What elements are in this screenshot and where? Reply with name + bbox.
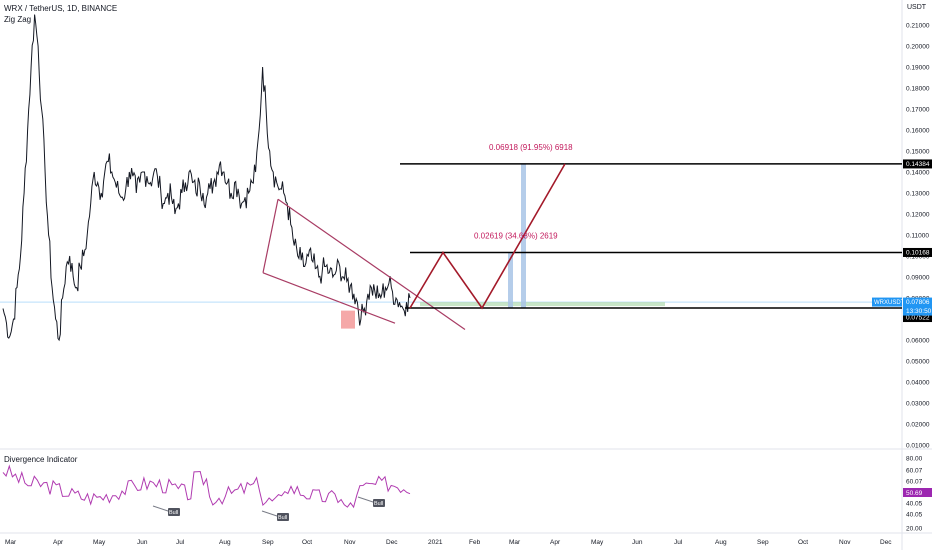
- indicator-value-tag: 50.69: [903, 488, 932, 497]
- svg-text:Bull: Bull: [374, 501, 383, 507]
- price-tick-label: 0.10000: [906, 254, 930, 261]
- price-axis[interactable]: 0.21000 0.20000 0.19000 0.18000 0.17000 0.160…: [906, 23, 930, 450]
- indicator-scale-label: 40.05: [906, 501, 923, 508]
- current-price-tag: WRXUSDT 0.07806 13:30:50: [872, 297, 932, 316]
- time-tick-label: Aug: [715, 539, 727, 546]
- time-tick-label: Jun: [137, 539, 148, 546]
- indicator-scale-label: 80.00: [906, 456, 923, 463]
- price-tick-label: 0.01000: [906, 443, 930, 450]
- bull-signal-marker[interactable]: Bull: [152, 505, 180, 516]
- zigzag-indicator-label: Zig Zag: [4, 15, 32, 24]
- wedge-lower-trendline[interactable]: [262, 272, 396, 324]
- time-tick-label: Oct: [302, 539, 312, 546]
- indicator-scale-label: 60.07: [906, 479, 923, 486]
- indicator-scale-label: 20.00: [906, 526, 923, 533]
- currency-label: USDT: [907, 4, 927, 11]
- price-series-line[interactable]: [2, 14, 411, 342]
- price-tick-label: 0.15000: [906, 149, 930, 156]
- bull-signal-marker[interactable]: Bull: [357, 496, 385, 507]
- time-tick-label: Jul: [674, 539, 683, 546]
- time-tick-label: Apr: [550, 539, 561, 546]
- breakdown-highlight: [341, 310, 355, 329]
- level-tag-2: 0.10168: [903, 247, 932, 257]
- price-tick-label: 0.19000: [906, 65, 930, 72]
- consolidation-zone: [420, 302, 665, 307]
- price-tick-label: 0.03000: [906, 401, 930, 408]
- time-tick-label: Sep: [757, 539, 769, 546]
- price-tick-label: 0.14000: [906, 170, 930, 177]
- wedge-upper-trendline[interactable]: [277, 198, 466, 330]
- svg-text:50.69: 50.69: [906, 490, 923, 497]
- svg-text:0.07522: 0.07522: [906, 315, 930, 322]
- wedge-left-edge[interactable]: [262, 199, 279, 273]
- time-tick-label: Jul: [176, 539, 185, 546]
- measure-range-1[interactable]: [508, 252, 513, 309]
- svg-text:0.07806: 0.07806: [906, 299, 930, 306]
- time-tick-label: May: [93, 539, 106, 546]
- svg-text:0.10168: 0.10168: [906, 249, 930, 256]
- svg-text:Bull: Bull: [278, 515, 287, 521]
- price-tick-label: 0.13000: [906, 191, 930, 198]
- time-tick-label: Dec: [386, 539, 398, 546]
- indicator-line[interactable]: [2, 464, 411, 509]
- bull-signal-marker[interactable]: Bull: [261, 510, 289, 521]
- svg-text:0.14384: 0.14384: [906, 161, 930, 168]
- time-tick-label: Mar: [509, 539, 521, 546]
- projection-path[interactable]: [409, 163, 566, 310]
- svg-text:13:30:50: 13:30:50: [906, 308, 932, 315]
- time-tick-label: May: [591, 539, 604, 546]
- price-tick-label: 0.21000: [906, 23, 930, 30]
- time-tick-label: 2021: [428, 539, 443, 546]
- indicator-scale: 80.00 60.07 60.07 40.05 40.05 20.00: [906, 456, 923, 533]
- indicator-scale-label: 60.07: [906, 468, 923, 475]
- time-tick-label: Jun: [632, 539, 643, 546]
- time-tick-label: Aug: [219, 539, 231, 546]
- time-tick-label: Nov: [344, 539, 356, 546]
- indicator-scale-label: 40.05: [906, 512, 923, 519]
- price-tick-label: 0.12000: [906, 212, 930, 219]
- price-tick-label: 0.20000: [906, 44, 930, 51]
- time-axis[interactable]: Mar Apr May Jun Jul Aug Sep Oct Nov Dec 2021 Feb Mar…: [5, 539, 892, 546]
- svg-text:Bull: Bull: [169, 510, 178, 516]
- level-tag-3: 0.07522: [903, 313, 932, 323]
- time-tick-label: Nov: [839, 539, 851, 546]
- price-tick-label: 0.05000: [906, 359, 930, 366]
- price-tick-label: 0.02000: [906, 422, 930, 429]
- level-tag-1: 0.14384: [903, 159, 932, 169]
- time-tick-label: Sep: [262, 539, 274, 546]
- price-tick-label: 0.04000: [906, 380, 930, 387]
- time-tick-label: Mar: [5, 539, 17, 546]
- measure-label-2: 0.06918 (91.95%) 6918: [489, 143, 573, 152]
- price-tick-label: 0.11000: [906, 233, 929, 240]
- divergence-indicator-title: Divergence Indicator: [4, 455, 78, 464]
- svg-text:WRXUSDT: WRXUSDT: [874, 300, 905, 306]
- measure-label-1: 0.02619 (34.68%) 2619: [474, 231, 558, 240]
- price-tick-label: 0.17000: [906, 107, 930, 114]
- time-tick-label: Dec: [880, 539, 892, 546]
- price-tick-label: 0.06000: [906, 338, 930, 345]
- price-tick-label: 0.09000: [906, 275, 930, 282]
- price-tick-label: 0.18000: [906, 86, 930, 93]
- symbol-title: WRX / TetherUS, 1D, BINANCE: [4, 4, 118, 13]
- time-tick-label: Feb: [469, 539, 481, 546]
- time-tick-label: Apr: [53, 539, 64, 546]
- time-tick-label: Oct: [798, 539, 808, 546]
- price-tick-label: 0.16000: [906, 128, 930, 135]
